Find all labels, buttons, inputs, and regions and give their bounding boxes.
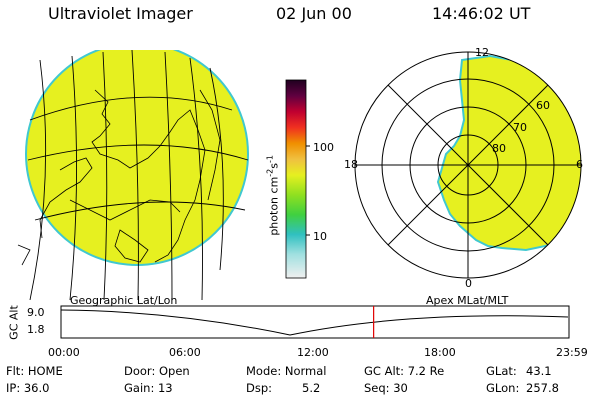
glon-label: GLon: <box>486 381 520 395</box>
mlt-label-18: 18 <box>344 158 358 171</box>
flight-status: Flt: HOME <box>6 364 63 378</box>
geographic-label: Geographic Lat/Lon <box>70 294 178 307</box>
timeline-ytick-low: 1.8 <box>27 323 45 336</box>
colorbar-tick-label-100: 100 <box>313 141 334 154</box>
timeline-xtick-0: 00:00 <box>48 346 80 359</box>
colorbar-unit-label: photon cm-2s-1 <box>265 155 281 236</box>
aurora-oval <box>436 54 581 252</box>
dsp-label: Dsp: <box>246 381 273 395</box>
timeline-xtick-4: 23:59 <box>556 346 588 359</box>
ip-status: IP: 36.0 <box>6 381 50 395</box>
seq-status: Seq: 30 <box>364 381 408 395</box>
colorbar-gradient <box>285 79 307 279</box>
mlt-label-6: 6 <box>576 158 583 171</box>
door-status: Door: Open <box>124 364 190 378</box>
apex-label: Apex MLat/MLT <box>426 294 509 307</box>
colorbar-tick-label-10: 10 <box>313 230 327 243</box>
timeline-axis-label: GC Alt <box>7 305 21 340</box>
meridian-grid <box>27 50 249 300</box>
mlat-label-70: 70 <box>513 121 527 134</box>
dsp-value: 5.2 <box>302 381 321 395</box>
polar-grid <box>354 51 582 279</box>
gain-status: Gain: 13 <box>124 381 173 395</box>
mlt-label-12: 12 <box>475 46 489 59</box>
timeline-xtick-2: 12:00 <box>297 346 329 359</box>
app-title: Ultraviolet Imager <box>48 4 193 23</box>
date-label: 02 Jun 00 <box>276 4 352 23</box>
mlt-label-0: 0 <box>465 277 472 290</box>
altitude-curve <box>60 309 569 336</box>
timeline-ytick-high: 9.0 <box>27 306 45 319</box>
gcalt-status: GC Alt: 7.2 Re <box>364 364 445 378</box>
timeline-plot <box>60 305 570 339</box>
mode-status: Mode: Normal <box>246 364 327 378</box>
glat-value: 43.1 <box>526 364 552 378</box>
glon-value: 257.8 <box>526 381 559 395</box>
mlat-label-80: 80 <box>492 142 506 155</box>
polar-plot <box>354 51 582 279</box>
coastline <box>17 89 221 266</box>
timeline-xtick-1: 06:00 <box>169 346 201 359</box>
colorbar <box>285 79 310 279</box>
glat-label: GLat: <box>486 364 517 378</box>
mlat-label-60: 60 <box>536 99 550 112</box>
geographic-image <box>17 50 249 300</box>
timeline-xtick-3: 18:00 <box>424 346 456 359</box>
time-label: 14:46:02 UT <box>432 4 531 23</box>
